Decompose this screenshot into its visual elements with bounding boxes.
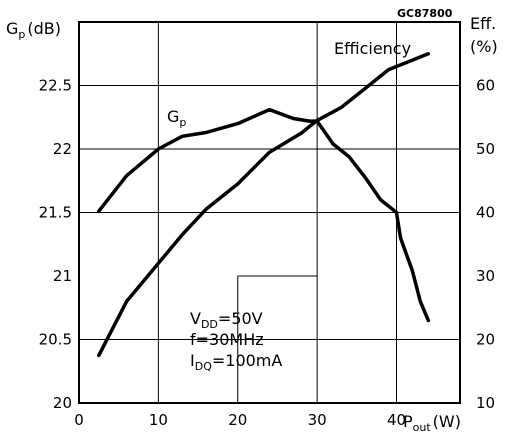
y-left-tick-label: 22 bbox=[53, 140, 72, 158]
y-left-tick-label: 21.5 bbox=[39, 204, 72, 222]
figure-code: GC87800 bbox=[397, 7, 453, 20]
x-tick-label: 20 bbox=[228, 411, 247, 429]
y-left-tick-label: 20.5 bbox=[39, 331, 72, 349]
x-tick-label: 10 bbox=[149, 411, 168, 429]
conditions-annotation: VDD=50V f=30MHz IDQ=100mA bbox=[190, 309, 282, 373]
tick-labels: 0 10 20 30 40 20 20.5 21 21.5 22 22.5 10 20 30 40 50 60 bbox=[39, 77, 496, 430]
y-left-axis-label: Gp (dB) bbox=[6, 19, 61, 41]
y-right-axis-label-line1: Eff. bbox=[470, 14, 496, 33]
y-right-tick-label: 40 bbox=[476, 204, 495, 222]
x-tick-label: 40 bbox=[387, 411, 406, 429]
series-line-efficiency bbox=[97, 52, 431, 358]
y-left-tick-label: 20 bbox=[53, 394, 72, 412]
y-right-tick-label: 50 bbox=[476, 140, 495, 158]
y-left-tick-label: 21 bbox=[53, 267, 72, 285]
series-label-efficiency: Efficiency bbox=[334, 39, 411, 58]
x-tick-label: 0 bbox=[74, 411, 84, 429]
y-right-tick-label: 10 bbox=[476, 394, 495, 412]
annotation-frequency: f=30MHz bbox=[190, 330, 264, 349]
annotation-vdd: VDD=50V bbox=[190, 309, 263, 331]
plot-frame bbox=[78, 21, 461, 404]
y-right-axis-label-line2: (%) bbox=[470, 37, 498, 56]
y-right-tick-label: 20 bbox=[476, 331, 495, 349]
x-tick-label: 30 bbox=[308, 411, 327, 429]
y-right-tick-label: 60 bbox=[476, 77, 495, 95]
series-label-gp: Gp bbox=[167, 107, 186, 129]
y-left-tick-label: 22.5 bbox=[39, 77, 72, 95]
series-lines bbox=[97, 52, 431, 358]
x-axis-label: Pout (W) bbox=[403, 412, 461, 434]
y-right-tick-label: 30 bbox=[476, 267, 495, 285]
annotation-idq: IDQ=100mA bbox=[190, 351, 282, 373]
